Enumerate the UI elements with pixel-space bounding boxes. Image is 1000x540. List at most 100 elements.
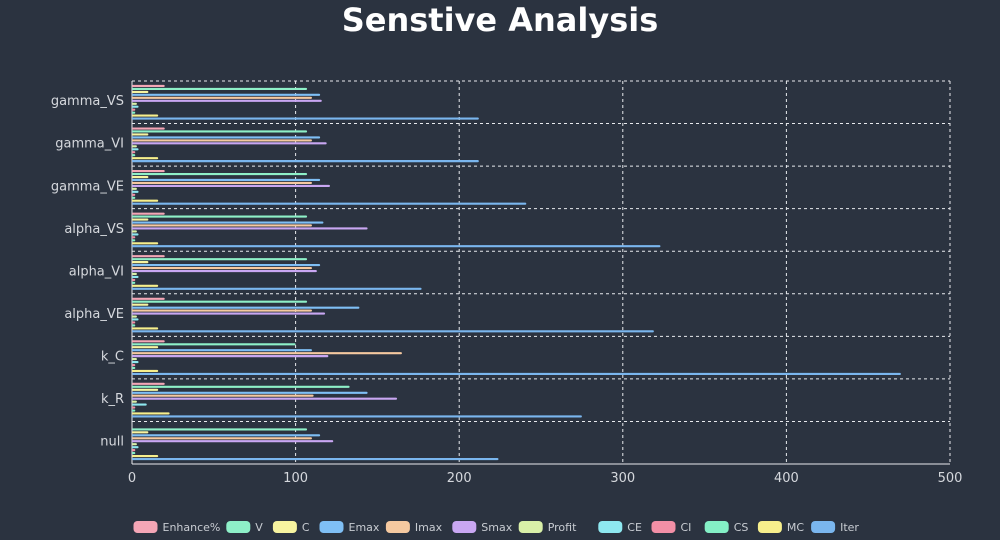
- bar-mc-gamma-vi[interactable]: [132, 157, 159, 160]
- bar-profit-gamma-ve[interactable]: [132, 187, 137, 190]
- legend-item-ce[interactable]: CE: [598, 521, 642, 534]
- legend-item-v[interactable]: V: [226, 521, 263, 534]
- bar-ci-alpha-ve[interactable]: [132, 321, 136, 324]
- bar-imax-k-r[interactable]: [132, 394, 314, 397]
- legend-item-emax[interactable]: Emax: [319, 521, 380, 534]
- bar-profit-gamma-vi[interactable]: [132, 145, 137, 148]
- legend-item-mc[interactable]: MC: [757, 521, 804, 534]
- bar-cs-k-c[interactable]: [132, 366, 136, 370]
- bar-profit-null[interactable]: [132, 443, 137, 446]
- bar-enhance--k-r[interactable]: [132, 382, 165, 385]
- bar-ce-null[interactable]: [132, 446, 139, 449]
- bar-ci-k-c[interactable]: [132, 363, 136, 367]
- bar-c-null[interactable]: [132, 431, 149, 434]
- bar-iter-alpha-ve[interactable]: [132, 330, 654, 333]
- bar-ce-alpha-vs[interactable]: [132, 233, 139, 236]
- bar-mc-null[interactable]: [132, 454, 159, 458]
- legend-item-c[interactable]: C: [272, 521, 310, 534]
- bar-c-k-c[interactable]: [132, 346, 159, 349]
- bar-enhance--gamma-ve[interactable]: [132, 170, 165, 173]
- bar-smax-gamma-ve[interactable]: [132, 184, 330, 187]
- bar-smax-k-c[interactable]: [132, 355, 329, 358]
- legend-item-enhance-[interactable]: Enhance%: [133, 521, 221, 534]
- bar-ci-gamma-vs[interactable]: [132, 108, 136, 111]
- bar-emax-gamma-vs[interactable]: [132, 93, 321, 96]
- bar-profit-alpha-ve[interactable]: [132, 315, 137, 318]
- bar-c-k-r[interactable]: [132, 388, 159, 391]
- bar-profit-alpha-vi[interactable]: [132, 272, 137, 276]
- bar-emax-gamma-ve[interactable]: [132, 178, 321, 182]
- bar-profit-k-c[interactable]: [132, 358, 137, 361]
- legend[interactable]: Enhance% V C Emax Imax Smax Profit CE CI CS MC Iter: [133, 521, 860, 534]
- bar-cs-alpha-ve[interactable]: [132, 324, 136, 327]
- bar-ce-alpha-ve[interactable]: [132, 318, 139, 321]
- bar-iter-gamma-vi[interactable]: [132, 160, 479, 163]
- bar-cs-gamma-vi[interactable]: [132, 154, 136, 157]
- bar-enhance--gamma-vi[interactable]: [132, 127, 165, 130]
- bar-ce-gamma-ve[interactable]: [132, 190, 139, 193]
- bar-iter-k-c[interactable]: [132, 372, 901, 375]
- bar-c-gamma-ve[interactable]: [132, 175, 149, 179]
- bar-ce-gamma-vi[interactable]: [132, 148, 139, 151]
- bar-smax-gamma-vs[interactable]: [132, 99, 322, 102]
- bar-cs-null[interactable]: [132, 452, 136, 455]
- bar-enhance--alpha-vi[interactable]: [132, 255, 165, 258]
- bar-smax-null[interactable]: [132, 440, 334, 443]
- bar-mc-k-r[interactable]: [132, 412, 170, 415]
- bar-ce-k-r[interactable]: [132, 403, 147, 406]
- bar-smax-k-r[interactable]: [132, 397, 398, 400]
- bar-imax-alpha-ve[interactable]: [132, 309, 312, 312]
- bar-c-alpha-vi[interactable]: [132, 261, 149, 264]
- bar-enhance--alpha-ve[interactable]: [132, 297, 165, 300]
- bar-iter-k-r[interactable]: [132, 415, 582, 418]
- bar-imax-gamma-ve[interactable]: [132, 181, 312, 185]
- bar-c-alpha-ve[interactable]: [132, 303, 149, 306]
- bar-imax-null[interactable]: [132, 437, 312, 440]
- bar-v-k-c[interactable]: [132, 343, 296, 346]
- bar-imax-alpha-vi[interactable]: [132, 266, 312, 270]
- legend-item-imax[interactable]: Imax: [385, 521, 443, 534]
- bar-smax-alpha-vi[interactable]: [132, 269, 317, 273]
- bar-imax-k-c[interactable]: [132, 352, 402, 355]
- bar-smax-alpha-ve[interactable]: [132, 312, 326, 315]
- bar-cs-gamma-ve[interactable]: [132, 196, 136, 199]
- legend-item-profit[interactable]: Profit: [518, 521, 577, 534]
- bar-c-alpha-vs[interactable]: [132, 218, 149, 221]
- bar-emax-alpha-vi[interactable]: [132, 264, 321, 267]
- bar-mc-k-c[interactable]: [132, 369, 159, 373]
- bar-c-gamma-vi[interactable]: [132, 133, 149, 136]
- bar-v-alpha-vs[interactable]: [132, 215, 308, 218]
- bar-v-null[interactable]: [132, 428, 308, 431]
- bar-mc-gamma-vs[interactable]: [132, 114, 159, 117]
- bar-ci-k-r[interactable]: [132, 406, 136, 409]
- bar-smax-gamma-vi[interactable]: [132, 142, 327, 145]
- bar-imax-alpha-vs[interactable]: [132, 224, 312, 227]
- bar-enhance--k-c[interactable]: [132, 340, 165, 343]
- bar-ci-null[interactable]: [132, 449, 136, 452]
- bar-mc-alpha-vi[interactable]: [132, 284, 159, 287]
- bar-cs-alpha-vi[interactable]: [132, 281, 136, 284]
- bar-emax-k-r[interactable]: [132, 391, 368, 394]
- bar-ce-gamma-vs[interactable]: [132, 105, 139, 108]
- bar-profit-gamma-vs[interactable]: [132, 102, 137, 105]
- bar-ce-k-c[interactable]: [132, 360, 139, 364]
- bar-emax-null[interactable]: [132, 434, 321, 437]
- legend-item-ci[interactable]: CI: [651, 521, 692, 534]
- bar-imax-gamma-vs[interactable]: [132, 96, 312, 99]
- bar-emax-gamma-vi[interactable]: [132, 136, 321, 139]
- bar-emax-k-c[interactable]: [132, 349, 312, 352]
- bar-profit-alpha-vs[interactable]: [132, 230, 137, 233]
- bar-ci-gamma-ve[interactable]: [132, 193, 136, 196]
- legend-item-cs[interactable]: CS: [704, 521, 749, 534]
- bar-iter-alpha-vs[interactable]: [132, 245, 661, 248]
- bar-v-gamma-vs[interactable]: [132, 87, 308, 91]
- bar-v-k-r[interactable]: [132, 385, 350, 388]
- bar-enhance--alpha-vs[interactable]: [132, 212, 165, 215]
- bar-iter-null[interactable]: [132, 457, 499, 461]
- bar-v-gamma-vi[interactable]: [132, 130, 308, 133]
- bar-emax-alpha-ve[interactable]: [132, 306, 360, 309]
- bar-v-alpha-vi[interactable]: [132, 258, 308, 261]
- bar-enhance--gamma-vs[interactable]: [132, 84, 165, 88]
- bar-mc-alpha-vs[interactable]: [132, 242, 159, 245]
- bar-cs-k-r[interactable]: [132, 409, 136, 412]
